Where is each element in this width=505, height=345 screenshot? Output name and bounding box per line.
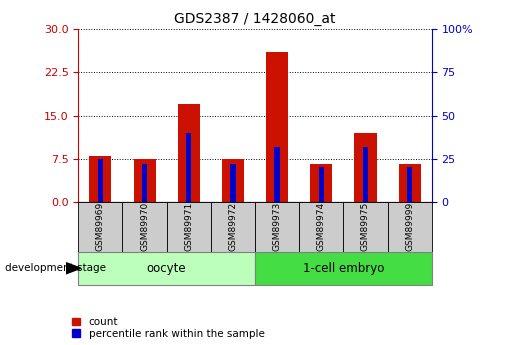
Bar	[363, 147, 368, 202]
Text: GSM89999: GSM89999	[405, 202, 414, 252]
Title: GDS2387 / 1428060_at: GDS2387 / 1428060_at	[174, 11, 336, 26]
Bar	[89, 156, 112, 202]
Bar	[343, 202, 388, 252]
Text: GSM89972: GSM89972	[228, 202, 237, 252]
Bar	[133, 159, 156, 202]
Text: GSM89973: GSM89973	[273, 202, 282, 252]
Bar	[78, 252, 255, 285]
Text: oocyte: oocyte	[147, 262, 186, 275]
Text: development stage: development stage	[5, 264, 106, 273]
Polygon shape	[66, 263, 81, 274]
Bar	[98, 159, 103, 202]
Bar	[299, 202, 343, 252]
Text: GSM89969: GSM89969	[96, 202, 105, 252]
Text: GSM89971: GSM89971	[184, 202, 193, 252]
Bar	[407, 167, 413, 202]
Bar	[310, 165, 332, 202]
Bar	[230, 164, 235, 202]
Bar	[275, 147, 280, 202]
Text: GSM89970: GSM89970	[140, 202, 149, 252]
Bar	[167, 202, 211, 252]
Bar	[266, 52, 288, 202]
Bar	[178, 104, 200, 202]
Bar	[319, 167, 324, 202]
Text: 1-cell embryo: 1-cell embryo	[302, 262, 384, 275]
Bar	[186, 133, 191, 202]
Bar	[255, 202, 299, 252]
Text: GSM89975: GSM89975	[361, 202, 370, 252]
Bar	[123, 202, 167, 252]
Bar	[355, 133, 377, 202]
Bar	[222, 159, 244, 202]
Bar	[211, 202, 255, 252]
Legend: count, percentile rank within the sample: count, percentile rank within the sample	[71, 316, 266, 340]
Bar	[398, 165, 421, 202]
Bar	[78, 202, 123, 252]
Bar	[388, 202, 432, 252]
Bar	[255, 252, 432, 285]
Bar	[142, 164, 147, 202]
Text: GSM89974: GSM89974	[317, 202, 326, 252]
